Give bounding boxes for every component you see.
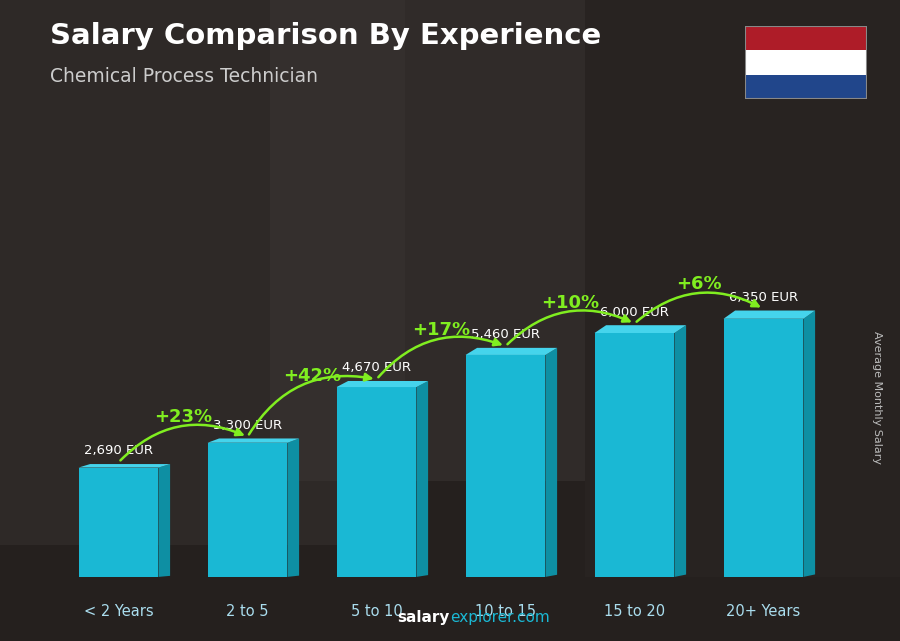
Text: Average Monthly Salary: Average Monthly Salary	[872, 331, 883, 464]
Polygon shape	[465, 348, 557, 355]
Text: 6,000 EUR: 6,000 EUR	[600, 306, 669, 319]
Polygon shape	[804, 310, 815, 577]
Bar	[745, 75, 867, 99]
Polygon shape	[595, 325, 686, 333]
Polygon shape	[674, 325, 686, 577]
Text: 20+ Years: 20+ Years	[726, 604, 801, 619]
Text: 2,690 EUR: 2,690 EUR	[84, 444, 153, 458]
Text: +10%: +10%	[541, 294, 599, 312]
Polygon shape	[545, 348, 557, 577]
Polygon shape	[287, 438, 299, 577]
Bar	[78, 467, 158, 577]
Text: 15 to 20: 15 to 20	[604, 604, 665, 619]
Bar	[270, 0, 585, 481]
Bar	[0, 0, 405, 545]
Text: 4,670 EUR: 4,670 EUR	[342, 362, 411, 374]
Bar	[465, 355, 545, 577]
Polygon shape	[208, 438, 299, 443]
Text: 2 to 5: 2 to 5	[226, 604, 269, 619]
Bar	[745, 26, 867, 50]
Text: +17%: +17%	[412, 321, 470, 340]
Polygon shape	[337, 381, 428, 387]
Bar	[745, 50, 867, 75]
Bar	[724, 319, 804, 577]
Text: +6%: +6%	[676, 275, 722, 293]
Text: explorer.com: explorer.com	[450, 610, 550, 625]
Text: +42%: +42%	[283, 367, 341, 385]
Polygon shape	[158, 464, 170, 577]
Text: salary: salary	[398, 610, 450, 625]
Text: < 2 Years: < 2 Years	[84, 604, 153, 619]
Polygon shape	[78, 464, 170, 467]
Bar	[208, 443, 287, 577]
Bar	[337, 387, 417, 577]
Text: +23%: +23%	[154, 408, 212, 426]
Text: 3,300 EUR: 3,300 EUR	[213, 419, 282, 432]
Text: 10 to 15: 10 to 15	[475, 604, 536, 619]
Text: 5,460 EUR: 5,460 EUR	[471, 328, 540, 341]
Text: Salary Comparison By Experience: Salary Comparison By Experience	[50, 22, 601, 51]
Text: Chemical Process Technician: Chemical Process Technician	[50, 67, 318, 87]
Text: 6,350 EUR: 6,350 EUR	[729, 291, 798, 304]
Polygon shape	[724, 310, 815, 319]
Bar	[585, 0, 900, 577]
Bar	[595, 333, 674, 577]
Text: 5 to 10: 5 to 10	[351, 604, 402, 619]
Polygon shape	[417, 381, 428, 577]
